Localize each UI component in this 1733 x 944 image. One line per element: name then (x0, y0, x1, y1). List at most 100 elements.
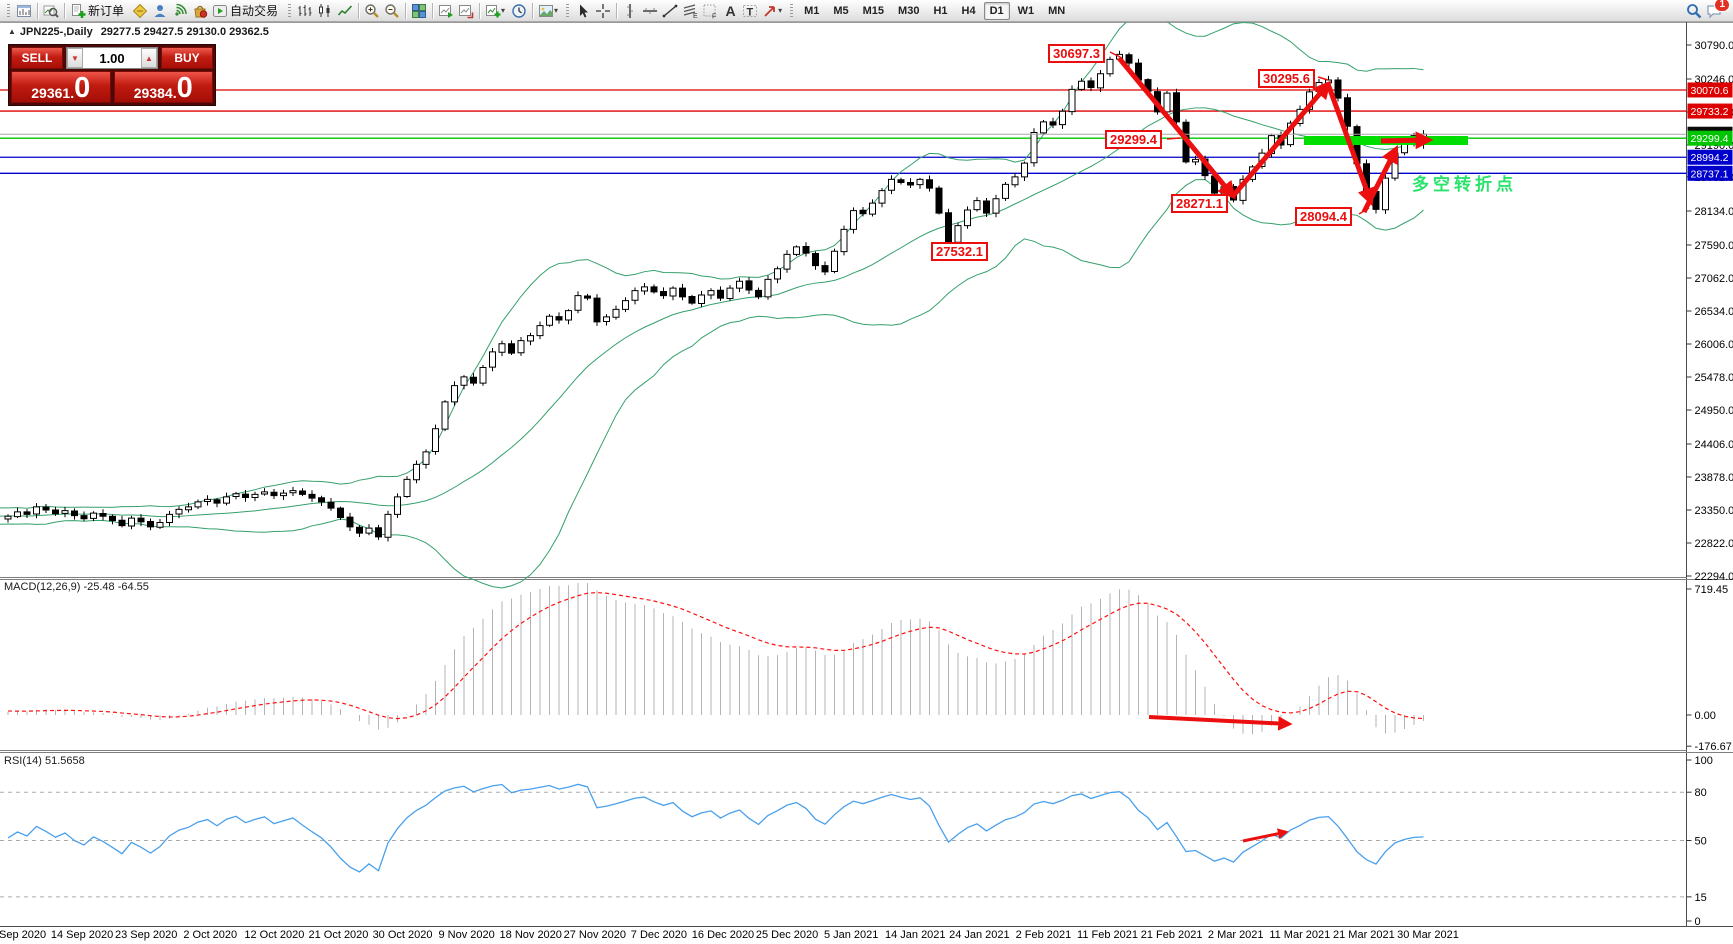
crosshair-button[interactable] (593, 1, 613, 21)
market-button[interactable] (190, 1, 210, 21)
time-axis-label: 9 Nov 2020 (439, 929, 495, 941)
svg-text:F: F (712, 13, 716, 19)
community-button[interactable] (150, 1, 170, 21)
svg-text:28737.1: 28737.1 (1691, 168, 1729, 180)
trendline-button[interactable] (660, 1, 680, 21)
timeframe-button-M15[interactable]: M15 (862, 4, 885, 17)
toolbar-grip[interactable] (7, 3, 10, 18)
timeframe-button-M5[interactable]: M5 (833, 4, 849, 17)
collapse-triangle-icon[interactable]: ▲ (8, 27, 16, 36)
signals-button[interactable] (170, 1, 190, 21)
fibonacci-button[interactable]: E (680, 1, 700, 21)
toolbar-grip[interactable] (790, 3, 794, 18)
line-chart-button[interactable] (335, 1, 355, 21)
buy-price-big-digit: 0 (176, 72, 193, 104)
timeframe-button-M1[interactable]: M1 (804, 4, 820, 17)
tile-windows-button[interactable] (409, 1, 429, 21)
time-axis-label: 5 Jan 2021 (824, 929, 878, 941)
toolbar-grip[interactable] (288, 3, 292, 18)
macd-axis: 719.45 0.00 -176.67 (1686, 584, 1732, 753)
volume-stepper: ▼ 1.00 ▲ (66, 47, 158, 69)
search-button[interactable] (1684, 1, 1704, 21)
svg-text:26006.0: 26006.0 (1695, 339, 1733, 351)
timeframe-button-H1[interactable]: H1 (933, 4, 948, 17)
timeframe-button-M30[interactable]: M30 (898, 4, 920, 17)
new-window-icon (17, 4, 31, 17)
time-axis-label: 2 Oct 2020 (183, 929, 237, 941)
time-axis-label: 14 Sep 2020 (51, 929, 113, 941)
text-label-button[interactable]: T (740, 1, 760, 21)
equidistant-channel-button[interactable]: F (700, 1, 720, 21)
chart-forward-icon (439, 4, 454, 18)
trend-arrow (1231, 80, 1331, 198)
rsi-label: RSI(14) 51.5658 (4, 755, 85, 767)
dropdown-caret-icon[interactable]: ▾ (554, 6, 559, 15)
toolbar-separator (616, 2, 618, 19)
volume-input[interactable]: 1.00 (99, 50, 125, 66)
buy-price-dot: . (172, 85, 177, 101)
price-callout: 28271.1 (1171, 194, 1228, 213)
price-level-tags: 30070.6 29733.2 29299.4 28994.2 28737.1 (1687, 82, 1733, 181)
time-axis-label: 25 Dec 2020 (756, 929, 818, 941)
ohlc-values: 29277.5 29427.5 29130.0 29362.5 (100, 26, 269, 38)
sell-button[interactable]: SELL (11, 47, 63, 69)
profiles-icon (43, 5, 59, 18)
templates-button[interactable]: ▾ (536, 1, 562, 21)
svg-text:A: A (726, 3, 736, 19)
zoom-out-button[interactable] (382, 1, 402, 21)
toolbar-separator (479, 2, 481, 19)
chat-button[interactable]: 1 (1704, 0, 1730, 21)
arrows-tool-button[interactable]: ▾ (760, 1, 786, 21)
cursor-icon (580, 4, 589, 17)
toolbar-grip[interactable] (566, 3, 570, 18)
time-axis-label: 30 Oct 2020 (373, 929, 433, 941)
chart-forward-button[interactable] (436, 1, 456, 21)
volume-increase-button[interactable]: ▲ (141, 48, 157, 68)
timeframe-button-H4[interactable]: H4 (961, 4, 976, 17)
volume-decrease-button[interactable]: ▼ (67, 48, 83, 68)
timeframe-button-W1[interactable]: W1 (1017, 4, 1035, 17)
bollinger-middle-band (0, 107, 1424, 518)
profiles-button[interactable] (41, 1, 61, 21)
macd-trend-arrow (1148, 715, 1293, 731)
text-button[interactable]: A (720, 1, 740, 21)
signals-icon (175, 3, 187, 16)
timeframe-button-D1[interactable]: D1 (983, 1, 1010, 20)
buy-button[interactable]: BUY (161, 47, 213, 69)
rsi-pane (7, 783, 1424, 873)
bar-chart-button[interactable] (295, 1, 315, 21)
symbol-name: JPN225-,Daily (19, 26, 93, 38)
timeframe-button-MN[interactable]: MN (1048, 4, 1066, 17)
svg-text:29299.4: 29299.4 (1691, 133, 1729, 145)
clock-button[interactable] (509, 1, 529, 21)
buy-price-button[interactable]: 29384. 0 (113, 71, 213, 104)
sell-price-main: 29361 (31, 85, 71, 101)
autotrading-button[interactable]: 自动交易 (210, 1, 284, 21)
new-chart-button[interactable]: ▾ (483, 1, 509, 21)
fibonacci-icon: E (683, 3, 698, 19)
candlestick-chart-button[interactable] (315, 1, 335, 21)
time-axis-label: 7 Dec 2020 (631, 929, 687, 941)
price-callout: 29299.4 (1105, 130, 1162, 149)
dropdown-caret-icon[interactable]: ▾ (778, 6, 783, 15)
chart-shift-button[interactable] (456, 1, 476, 21)
metaeditor-button[interactable] (130, 1, 150, 21)
chart-shift-icon (459, 4, 474, 18)
sell-price-button[interactable]: 29361. 0 (11, 71, 111, 103)
horizontal-line-button[interactable] (640, 1, 660, 21)
vertical-line-button[interactable] (620, 1, 640, 21)
zoom-out-icon (385, 3, 399, 18)
dropdown-caret-icon[interactable]: ▾ (501, 6, 506, 15)
svg-text:0.00: 0.00 (1695, 710, 1716, 722)
sell-price-dot: . (70, 85, 75, 101)
new-order-button[interactable]: 新订单 (68, 1, 130, 21)
cursor-button[interactable] (573, 1, 593, 21)
equidistant-channel-icon: F (703, 4, 716, 19)
time-axis-label: 30 Mar 2021 (1397, 929, 1459, 941)
svg-text:26534.0: 26534.0 (1695, 306, 1733, 318)
new-window-button[interactable] (14, 1, 34, 21)
svg-text:T: T (747, 6, 754, 18)
zoom-in-button[interactable] (362, 1, 382, 21)
